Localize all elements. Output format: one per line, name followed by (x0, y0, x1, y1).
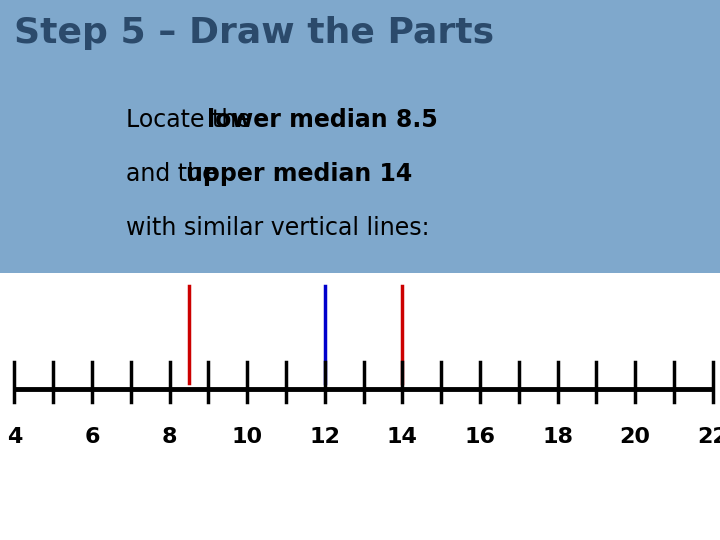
Text: lower median 8.5: lower median 8.5 (207, 108, 437, 132)
Text: 8: 8 (162, 427, 177, 447)
Text: 18: 18 (542, 427, 573, 447)
Text: 12: 12 (310, 427, 341, 447)
Text: 16: 16 (464, 427, 495, 447)
Text: with similar vertical lines:: with similar vertical lines: (126, 216, 430, 240)
Text: Locate the: Locate the (126, 108, 258, 132)
Text: upper median 14: upper median 14 (186, 162, 412, 186)
Text: 14: 14 (387, 427, 418, 447)
Text: 4: 4 (6, 427, 22, 447)
Text: 22: 22 (698, 427, 720, 447)
Text: 10: 10 (232, 427, 263, 447)
Bar (0, 273, 720, 540)
Text: Step 5 – Draw the Parts: Step 5 – Draw the Parts (14, 16, 495, 50)
Text: 6: 6 (84, 427, 100, 447)
Text: and the: and the (126, 162, 224, 186)
Text: 20: 20 (620, 427, 651, 447)
